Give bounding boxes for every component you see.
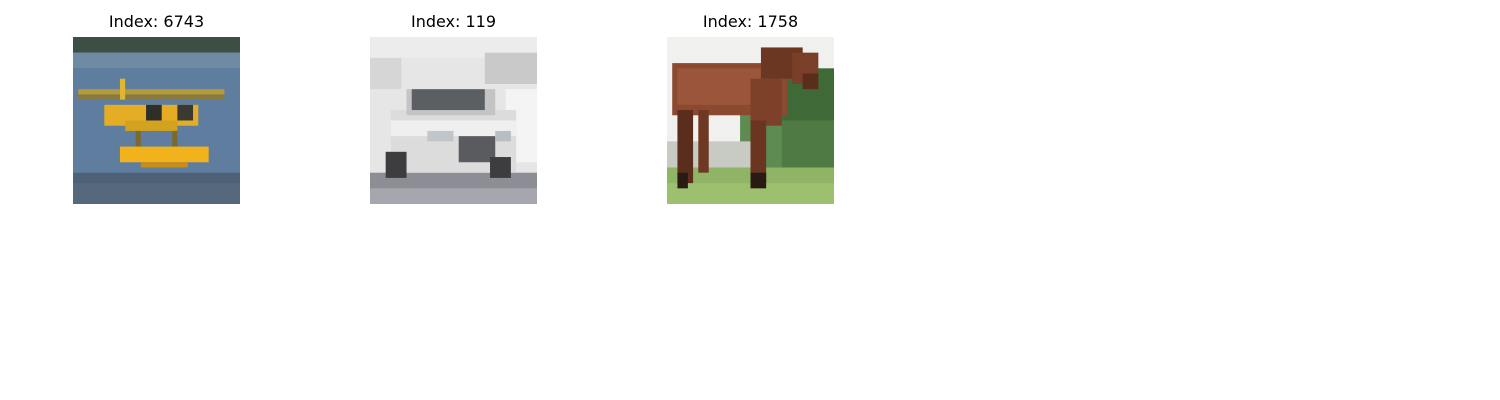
car-image — [370, 37, 537, 204]
panel-title: Index: 6743 — [108, 12, 205, 31]
image-panel-2: Index: 119 — [370, 10, 537, 204]
image-panel-3: Index: 1758 — [667, 10, 834, 204]
panel-title: Index: 1758 — [702, 12, 799, 31]
seaplane-image — [73, 37, 240, 204]
horse-image — [667, 37, 834, 204]
image-panel-1: Index: 6743 — [73, 10, 240, 204]
panel-title: Index: 119 — [410, 12, 497, 31]
